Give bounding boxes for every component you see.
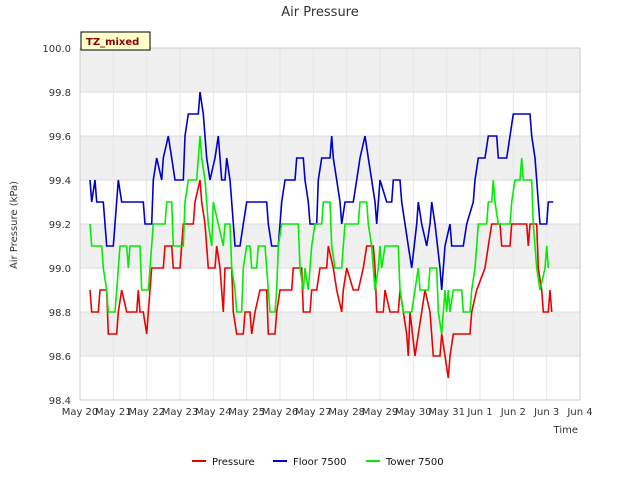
y-tick-label: 98.8 [49, 308, 71, 319]
y-tick-label: 98.4 [49, 396, 71, 407]
x-tick-label: May 22 [128, 407, 165, 418]
y-tick-label: 98.6 [49, 352, 71, 363]
timezone-annotation-box [80, 31, 151, 51]
x-tick-label: May 24 [195, 407, 232, 418]
x-tick-label: May 27 [295, 407, 332, 418]
legend-label-pressure: Pressure [212, 457, 255, 468]
x-tick-label: Jun 3 [533, 407, 559, 418]
x-tick-label: May 29 [362, 407, 399, 418]
plot-area-frame [79, 47, 581, 401]
series-lines [89, 91, 554, 379]
x-tick-label: May 30 [395, 407, 432, 418]
legend: Pressure Floor 7500 Tower 7500 [192, 457, 444, 468]
legend-label-floor-7500: Floor 7500 [293, 457, 347, 468]
timezone-annotation: TZ_mixed [80, 31, 151, 51]
chart-title: Air Pressure [281, 5, 359, 20]
x-tick-label: May 25 [228, 407, 265, 418]
x-tick-label: May 31 [428, 407, 465, 418]
x-tick-label: Jun 2 [500, 407, 526, 418]
x-tick-label: May 28 [328, 407, 365, 418]
plot-band [80, 312, 580, 356]
y-axis-ticks: 98.4 98.6 98.8 99.0 99.2 99.4 99.6 99.8 100.0 [42, 44, 71, 407]
x-tick-label: May 23 [162, 407, 199, 418]
x-tick-label: Jun 1 [466, 407, 492, 418]
x-axis-title: Time [553, 425, 578, 436]
y-tick-label: 99.8 [49, 88, 71, 99]
series-line-tower-7500 [89, 135, 550, 335]
y-axis-title: Air Pressure (kPa) [9, 181, 20, 269]
y-tick-label: 99.0 [49, 264, 71, 275]
x-tick-label: Jun 4 [566, 407, 592, 418]
legend-label-tower-7500: Tower 7500 [385, 457, 444, 468]
y-tick-label: 99.6 [49, 132, 71, 143]
series-line-floor-7500 [89, 91, 554, 291]
x-tick-label: May 20 [62, 407, 99, 418]
series-line-pressure [89, 179, 553, 379]
plot-band [80, 48, 580, 92]
y-tick-label: 99.4 [49, 176, 71, 187]
y-tick-label: 99.2 [49, 220, 71, 231]
x-tick-label: May 21 [95, 407, 132, 418]
x-tick-label: May 26 [262, 407, 299, 418]
timezone-annotation-label: TZ_mixed [86, 37, 139, 48]
y-tick-label: 100.0 [42, 44, 71, 55]
